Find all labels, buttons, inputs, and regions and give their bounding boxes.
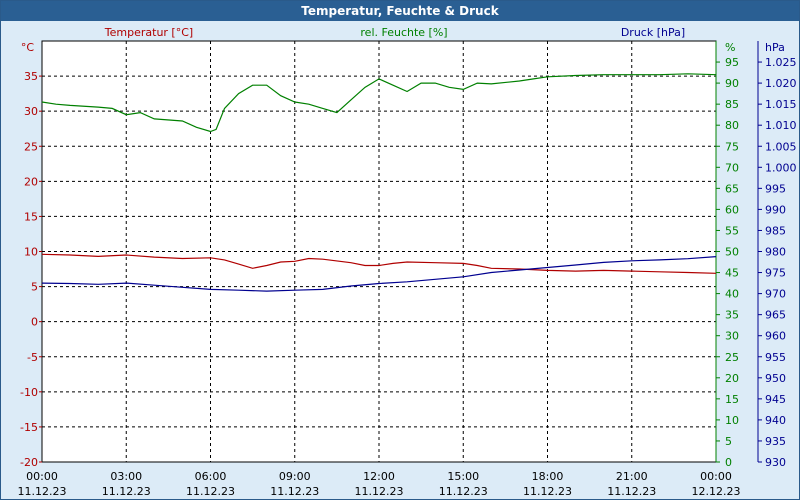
temperature-series-line — [41, 253, 717, 274]
humidity-tick-label: 50 — [725, 246, 739, 259]
pressure-tick-label: 990 — [765, 203, 786, 216]
pressure-tick-label: 1.020 — [765, 77, 797, 90]
pressure-tick-label: 1.010 — [765, 119, 797, 132]
x-tick-date-label: 11.12.23 — [607, 485, 656, 498]
humidity-tick-label: 5 — [725, 435, 732, 448]
temperature-tick-label: -10 — [20, 386, 38, 399]
pressure-tick-label: 995 — [765, 182, 786, 195]
humidity-tick-label: 45 — [725, 267, 739, 280]
temperature-tick-label: -20 — [20, 456, 38, 469]
x-tick-date-label: 11.12.23 — [186, 485, 235, 498]
humidity-series-line — [41, 73, 717, 133]
temperature-tick-label: -15 — [20, 421, 38, 434]
humidity-tick-label: 95 — [725, 56, 739, 69]
humidity-tick-label: 40 — [725, 288, 739, 301]
humidity-tick-label: 35 — [725, 309, 739, 322]
pressure-tick-label: 930 — [765, 456, 786, 469]
x-tick-time-label: 18:00 — [532, 470, 564, 483]
humidity-tick-label: 25 — [725, 351, 739, 364]
humidity-tick-label: 80 — [725, 119, 739, 132]
temperature-tick-label: 25 — [24, 140, 38, 153]
x-tick-time-label: 00:00 — [700, 470, 732, 483]
pressure-series-line — [41, 256, 717, 292]
pressure-tick-label: 965 — [765, 309, 786, 322]
x-tick-time-label: 15:00 — [447, 470, 479, 483]
pressure-tick-label: 980 — [765, 246, 786, 259]
x-tick-date-label: 11.12.23 — [18, 485, 67, 498]
pressure-unit-label: hPa — [765, 41, 785, 54]
x-tick-date-label: 11.12.23 — [523, 485, 572, 498]
temperature-tick-label: 5 — [31, 281, 38, 294]
temperature-tick-label: 15 — [24, 210, 38, 223]
pressure-tick-label: 985 — [765, 224, 786, 237]
x-tick-time-label: 03:00 — [110, 470, 142, 483]
x-tick-time-label: 12:00 — [363, 470, 395, 483]
humidity-tick-label: 85 — [725, 98, 739, 111]
temperature-tick-label: 35 — [24, 70, 38, 83]
humidity-tick-label: 15 — [725, 393, 739, 406]
humidity-tick-label: 20 — [725, 372, 739, 385]
pressure-tick-label: 1.015 — [765, 98, 797, 111]
temperature-tick-label: 30 — [24, 105, 38, 118]
humidity-tick-label: 90 — [725, 77, 739, 90]
humidity-tick-label: 55 — [725, 224, 739, 237]
humidity-tick-label: 75 — [725, 140, 739, 153]
x-tick-time-label: 21:00 — [616, 470, 648, 483]
x-tick-date-label: 11.12.23 — [102, 485, 151, 498]
pressure-tick-label: 935 — [765, 435, 786, 448]
pressure-tick-label: 975 — [765, 267, 786, 280]
x-tick-time-label: 09:00 — [279, 470, 311, 483]
pressure-tick-label: 960 — [765, 330, 786, 343]
pressure-tick-label: 955 — [765, 351, 786, 364]
temperature-unit-label: °C — [21, 41, 35, 54]
humidity-tick-label: 30 — [725, 330, 739, 343]
chart-title: Temperatur, Feuchte & Druck — [1, 1, 799, 21]
pressure-tick-label: 1.005 — [765, 140, 797, 153]
temperature-tick-label: 20 — [24, 175, 38, 188]
pressure-tick-label: 1.000 — [765, 161, 797, 174]
pressure-tick-label: 950 — [765, 372, 786, 385]
x-tick-date-label: 11.12.23 — [270, 485, 319, 498]
temperature-axis-title: Temperatur [°C] — [104, 26, 193, 39]
pressure-tick-label: 945 — [765, 393, 786, 406]
pressure-tick-label: 970 — [765, 288, 786, 301]
x-tick-time-label: 00:00 — [26, 470, 58, 483]
pressure-tick-label: 1.025 — [765, 56, 797, 69]
pressure-tick-label: 940 — [765, 414, 786, 427]
humidity-unit-label: % — [725, 41, 735, 54]
temperature-tick-label: 0 — [31, 316, 38, 329]
humidity-tick-label: 0 — [725, 456, 732, 469]
humidity-tick-label: 60 — [725, 203, 739, 216]
humidity-axis-title: rel. Feuchte [%] — [360, 26, 447, 39]
x-tick-date-label: 12.12.23 — [692, 485, 741, 498]
x-tick-date-label: 11.12.23 — [355, 485, 404, 498]
temperature-tick-label: -5 — [27, 351, 38, 364]
humidity-tick-label: 70 — [725, 161, 739, 174]
humidity-tick-label: 10 — [725, 414, 739, 427]
humidity-tick-label: 65 — [725, 182, 739, 195]
temperature-tick-label: 10 — [24, 246, 38, 259]
x-tick-time-label: 06:00 — [195, 470, 227, 483]
pressure-axis-title: Druck [hPa] — [621, 26, 685, 39]
x-tick-date-label: 11.12.23 — [439, 485, 488, 498]
